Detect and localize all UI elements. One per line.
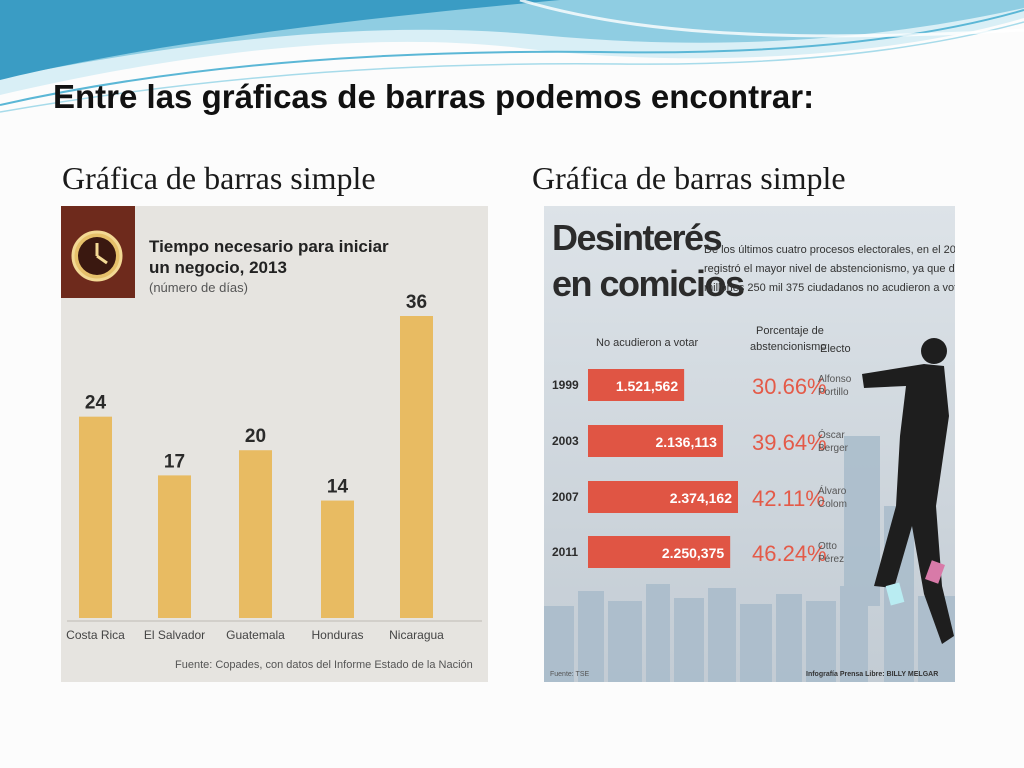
year-label: 2003 bbox=[552, 434, 579, 448]
chart-photo-abstention: Desinterés en comicios De los últimos cu… bbox=[544, 206, 955, 682]
description-line-2: registró el mayor nivel de abstencionism… bbox=[704, 263, 955, 275]
elected-first-name: Óscar bbox=[818, 428, 845, 441]
bar-value-label: 2.374,162 bbox=[670, 490, 732, 506]
bar-value-label: 2.250,375 bbox=[662, 545, 724, 561]
elected-last-name: Berger bbox=[818, 443, 849, 454]
decorative-waves bbox=[0, 0, 1024, 113]
category-label: El Salvador bbox=[144, 628, 205, 642]
bar-2003 bbox=[588, 425, 723, 457]
chart-abstention: Desinterés en comicios De los últimos cu… bbox=[544, 206, 955, 682]
bar-value-label: 2.136,113 bbox=[655, 434, 717, 450]
elected-last-name: Portillo bbox=[818, 387, 849, 398]
bar-costa-rica bbox=[79, 416, 112, 618]
infographic-credit: Infografía Prensa Libre: BILLY MELGAR bbox=[806, 671, 938, 678]
infographic-title-line1: Desinterés bbox=[552, 217, 722, 258]
year-label: 2007 bbox=[552, 490, 579, 504]
city-skyline bbox=[544, 436, 955, 682]
subtitle-left: Gráfica de barras simple bbox=[62, 160, 376, 196]
slide-title: Entre las gráficas de barras podemos enc… bbox=[53, 78, 815, 115]
chart-source: Fuente: Copades, con datos del Informe E… bbox=[175, 659, 473, 671]
bar-el-salvador bbox=[158, 475, 191, 618]
percentage-label: 46.24% bbox=[752, 541, 827, 566]
year-label: 1999 bbox=[552, 378, 579, 392]
infographic-title-line2: en comicios bbox=[552, 263, 744, 304]
percentage-label: 30.66% bbox=[752, 374, 827, 399]
elected-first-name: Otto bbox=[818, 541, 837, 552]
bar-value-label: 20 bbox=[245, 426, 266, 447]
elected-first-name: Álvaro bbox=[818, 484, 847, 497]
category-label: Honduras bbox=[311, 628, 363, 642]
bar-value-label: 1.521,562 bbox=[616, 378, 678, 394]
elected-last-name: Pérez bbox=[818, 554, 844, 565]
chart-title-line2: un negocio, 2013 bbox=[149, 258, 287, 277]
category-label: Costa Rica bbox=[66, 628, 125, 642]
percentage-label: 39.64% bbox=[752, 430, 827, 455]
description-line-1: De los últimos cuatro procesos electoral… bbox=[704, 244, 955, 256]
year-label: 2011 bbox=[552, 545, 578, 559]
bar-2011 bbox=[588, 536, 731, 568]
bar-guatemala bbox=[239, 450, 272, 618]
bar-1999 bbox=[588, 369, 685, 401]
category-label: Guatemala bbox=[226, 628, 285, 642]
bar-honduras bbox=[321, 500, 354, 618]
clock-icon bbox=[71, 230, 123, 282]
bar-value-label: 36 bbox=[406, 292, 427, 313]
chart-title-line1: Tiempo necesario para iniciar bbox=[149, 237, 389, 256]
chart-business-days: Tiempo necesario para iniciar un negocio… bbox=[61, 206, 488, 682]
percentage-label: 42.11% bbox=[752, 486, 825, 511]
paper-sheet bbox=[925, 560, 945, 584]
bar-value-label: 14 bbox=[327, 477, 349, 498]
elected-first-name: Alfonso bbox=[818, 374, 852, 385]
col-header-pct-line2: abstencionismo bbox=[750, 341, 826, 353]
description-line-3: millones 250 mil 375 ciudadanos no acudi… bbox=[704, 282, 955, 294]
col-header-votes: No acudieron a votar bbox=[596, 337, 698, 349]
bar-2007 bbox=[588, 481, 738, 513]
infographic-source: Fuente: TSE bbox=[550, 671, 590, 678]
paper-sheet bbox=[885, 582, 905, 606]
subtitle-right: Gráfica de barras simple bbox=[532, 160, 846, 196]
elected-last-name: Colom bbox=[818, 499, 847, 510]
chart-photo-business-days: Tiempo necesario para iniciar un negocio… bbox=[61, 206, 488, 682]
col-header-pct-line1: Porcentaje de bbox=[756, 325, 824, 337]
col-header-elected: Electo bbox=[820, 343, 851, 355]
bar-nicaragua bbox=[400, 316, 433, 618]
category-label: Nicaragua bbox=[389, 628, 444, 642]
bar-value-label: 24 bbox=[85, 393, 107, 414]
bar-value-label: 17 bbox=[164, 451, 185, 472]
chart-subtitle: (número de días) bbox=[149, 280, 248, 295]
